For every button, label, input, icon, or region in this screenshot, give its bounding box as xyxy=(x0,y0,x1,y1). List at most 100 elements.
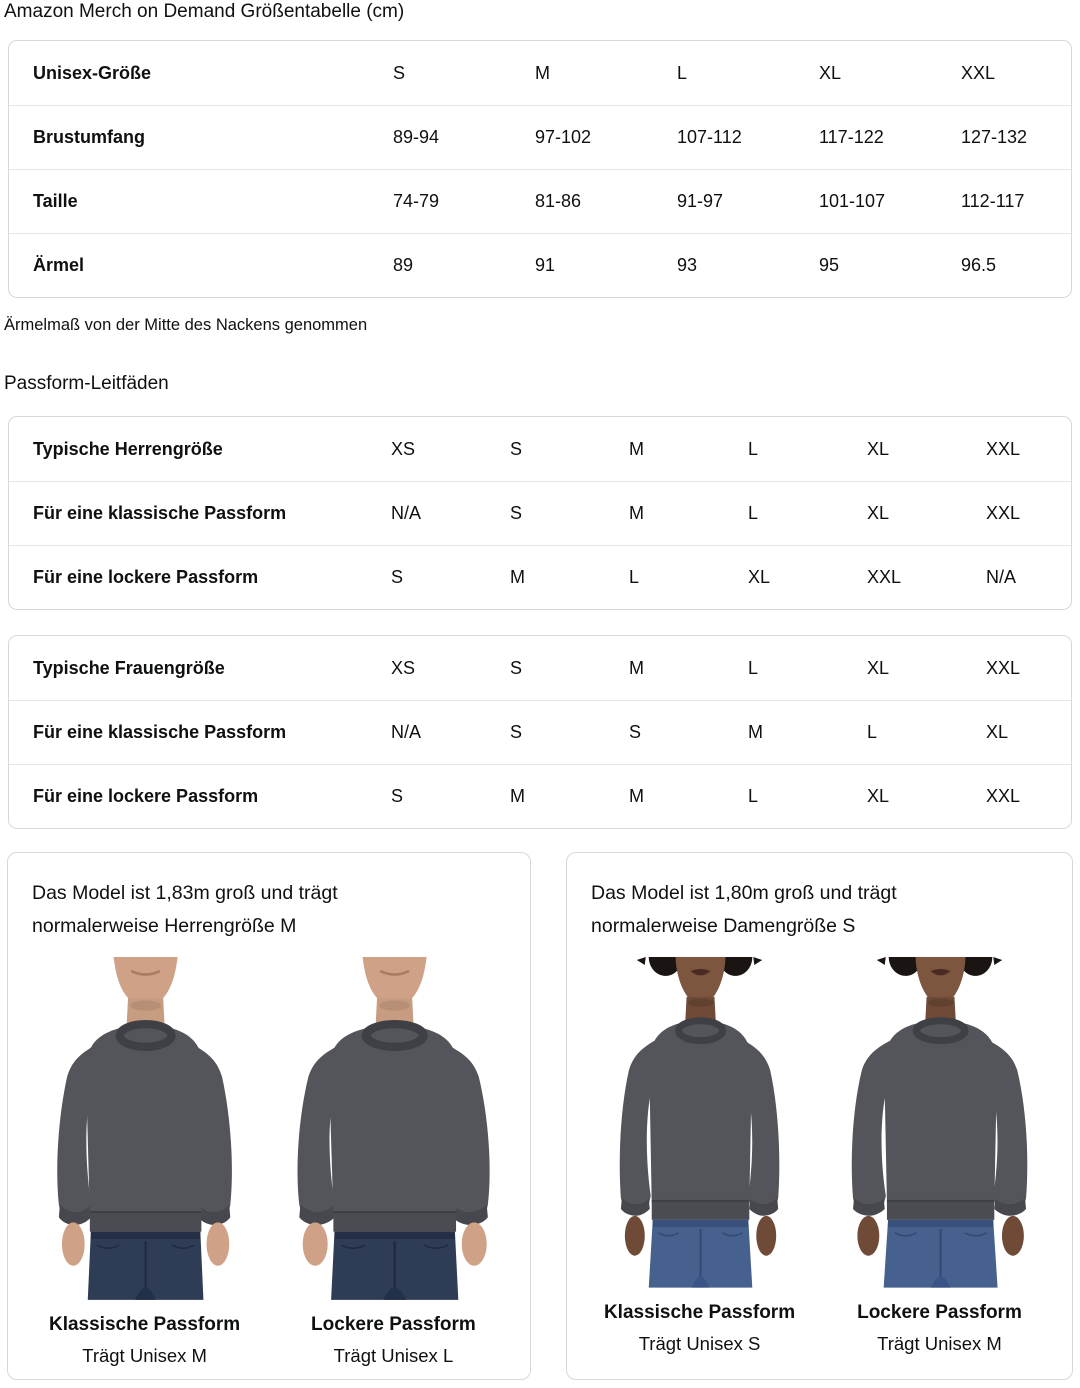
row-label: Für eine lockere Passform xyxy=(33,567,259,587)
measure-cell: 96.5 xyxy=(961,255,997,275)
size-cell: L xyxy=(748,503,759,523)
measure-cell: 93 xyxy=(677,255,698,275)
table-row: Typische Herrengröße XS S M L XL XXL xyxy=(9,417,1071,481)
table-row: Typische Frauengröße XS S M L XL XXL xyxy=(9,636,1071,700)
size-cell: XXL xyxy=(867,567,902,587)
fit-label: Lockere Passform xyxy=(857,1301,1022,1323)
size-cell: XL xyxy=(986,722,1009,742)
female-model-image xyxy=(619,957,780,1288)
fit-guides-heading: Passform-Leitfäden xyxy=(4,373,169,394)
row-label: Unisex-Größe xyxy=(33,62,152,83)
row-label: Typische Frauengröße xyxy=(33,657,225,678)
measure-cell: 89 xyxy=(393,255,414,275)
measure-cell: 81-86 xyxy=(535,191,582,211)
size-worn-label: Trägt Unisex S xyxy=(638,1332,761,1354)
measure-cell: 107-112 xyxy=(677,127,742,147)
size-cell: XXL xyxy=(986,503,1021,523)
size-cell: XL xyxy=(867,503,890,523)
size-cell: S xyxy=(629,722,642,742)
table-row: Für eine klassische Passform N/A S M L X… xyxy=(9,481,1071,545)
table-row: Brustumfang 89-94 97-102 107-112 117-122… xyxy=(9,105,1071,169)
size-cell: XS xyxy=(391,438,416,459)
size-cell: M xyxy=(629,438,644,459)
size-cell: XL xyxy=(867,657,890,678)
size-cell: M xyxy=(510,786,525,806)
size-cell: N/A xyxy=(391,722,422,742)
size-worn-label: Trägt Unisex M xyxy=(82,1344,207,1366)
size-cell: L xyxy=(748,786,759,806)
size-cell: N/A xyxy=(391,503,422,523)
size-cell: L xyxy=(748,657,759,678)
fit-label: Klassische Passform xyxy=(603,1301,796,1323)
measure-cell: 91-97 xyxy=(677,191,724,211)
male-model-card: Das Model ist 1,83m groß und trägt norma… xyxy=(7,852,531,1380)
size-cell: XXL xyxy=(986,786,1021,806)
row-label: Typische Herrengröße xyxy=(33,438,223,459)
measure-cell: 91 xyxy=(535,255,556,275)
female-loose-fit-photo: Lockere Passform Trägt Unisex M xyxy=(831,957,1048,1359)
model-description: Das Model ist 1,83m groß und trägt norma… xyxy=(32,882,338,937)
size-cell: M xyxy=(629,786,644,806)
unisex-size-table: Unisex-Größe S M L XL XXL Brustumfang 89… xyxy=(8,40,1072,298)
size-cell: M xyxy=(535,62,550,83)
table-row: Unisex-Größe S M L XL XXL xyxy=(9,41,1071,105)
size-cell: L xyxy=(867,722,878,742)
male-classic-fit-photo: Klassische Passform Trägt Unisex M xyxy=(32,957,257,1371)
row-label: Ärmel xyxy=(33,255,85,275)
size-cell: XL xyxy=(867,438,890,459)
row-label: Taille xyxy=(33,191,78,211)
table-row: Taille 74-79 81-86 91-97 101-107 112-117 xyxy=(9,169,1071,233)
male-model-image xyxy=(297,957,490,1300)
size-cell: L xyxy=(748,438,759,459)
size-cell: L xyxy=(677,62,688,83)
measure-cell: 101-107 xyxy=(819,191,886,211)
table-row: Ärmel 89 91 93 95 96.5 xyxy=(9,233,1071,297)
measure-cell: 97-102 xyxy=(535,127,592,147)
row-label: Für eine lockere Passform xyxy=(33,786,259,806)
male-loose-fit-photo: Lockere Passform Trägt Unisex L xyxy=(281,957,506,1371)
row-label: Für eine klassische Passform xyxy=(33,503,287,523)
size-cell: XL xyxy=(867,786,890,806)
size-cell: XXL xyxy=(986,657,1021,678)
size-cell: M xyxy=(629,657,644,678)
size-cell: M xyxy=(748,722,763,742)
size-cell: M xyxy=(629,503,644,523)
size-cell: S xyxy=(510,438,523,459)
size-cell: S xyxy=(510,503,523,523)
measure-cell: 117-122 xyxy=(819,127,884,147)
row-label: Brustumfang xyxy=(33,127,145,147)
size-cell: N/A xyxy=(986,567,1017,587)
size-cell: S xyxy=(391,786,404,806)
size-cell: XXL xyxy=(961,62,996,83)
sleeve-measure-note: Ärmelmaß von der Mitte des Nackens genom… xyxy=(4,316,368,334)
size-cell: XL xyxy=(748,567,771,587)
measure-cell: 112-117 xyxy=(961,191,1025,211)
size-cell: S xyxy=(393,62,406,83)
row-label: Für eine klassische Passform xyxy=(33,722,287,742)
size-cell: XS xyxy=(391,657,416,678)
size-cell: XXL xyxy=(986,438,1021,459)
size-cell: M xyxy=(510,567,525,587)
male-model-image xyxy=(57,957,232,1300)
table-row: Für eine klassische Passform N/A S S M L… xyxy=(9,700,1071,764)
womens-fit-table: Typische Frauengröße XS S M L XL XXL Für… xyxy=(8,635,1072,829)
size-cell: S xyxy=(510,657,523,678)
female-classic-fit-photo: Klassische Passform Trägt Unisex S xyxy=(591,957,808,1359)
size-cell: S xyxy=(391,567,404,587)
table-row: Für eine lockere Passform S M L XL XXL N… xyxy=(9,545,1071,609)
fit-label: Klassische Passform xyxy=(48,1313,241,1335)
measure-cell: 95 xyxy=(819,255,840,275)
model-description: Das Model ist 1,80m groß und trägt norma… xyxy=(591,882,897,937)
fit-label: Lockere Passform xyxy=(311,1313,476,1335)
page-title: Amazon Merch on Demand Größentabelle (cm… xyxy=(4,1,405,22)
measure-cell: 89-94 xyxy=(393,127,440,147)
size-cell: S xyxy=(510,722,523,742)
size-worn-label: Trägt Unisex L xyxy=(333,1344,454,1366)
mens-fit-table: Typische Herrengröße XS S M L XL XXL Für… xyxy=(8,416,1072,610)
size-worn-label: Trägt Unisex M xyxy=(877,1332,1002,1354)
measure-cell: 127-132 xyxy=(961,127,1028,147)
female-model-card: Das Model ist 1,80m groß und trägt norma… xyxy=(566,852,1073,1380)
female-model-image xyxy=(851,957,1028,1288)
size-cell: L xyxy=(629,567,640,587)
table-row: Für eine lockere Passform S M M L XL XXL xyxy=(9,764,1071,828)
